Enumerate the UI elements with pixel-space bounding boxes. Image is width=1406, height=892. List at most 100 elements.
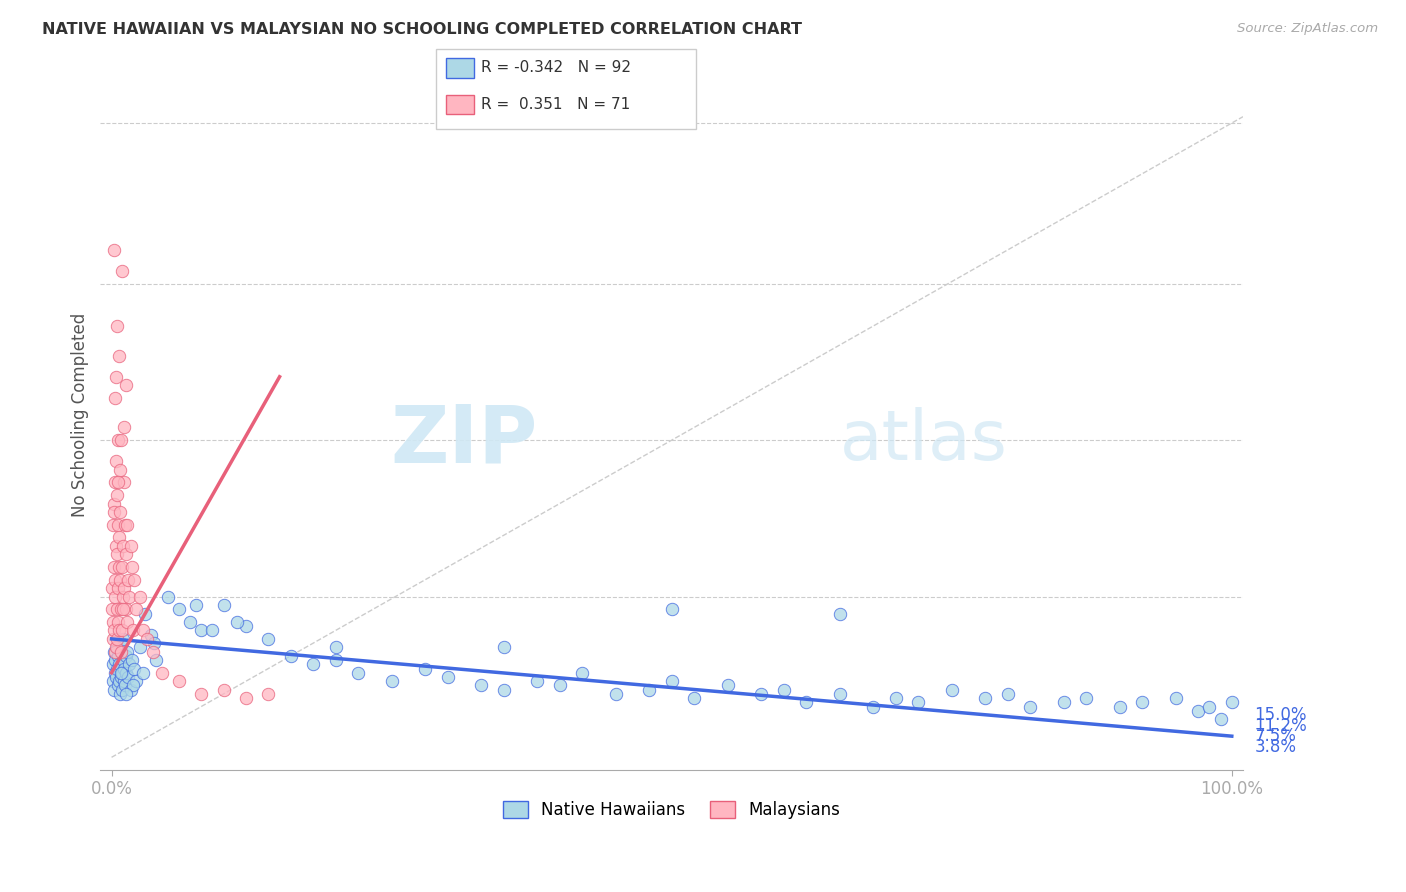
Point (110, 602, 132, 616)
Point (104, 644, 127, 658)
Point (103, 682, 125, 697)
Point (103, 560, 125, 574)
Text: atlas: atlas (839, 407, 1008, 474)
Point (121, 560, 143, 574)
Point (104, 391, 127, 405)
Point (101, 657, 124, 672)
Point (122, 661, 145, 675)
Point (235, 619, 257, 633)
Point (104, 475, 127, 490)
Point (132, 665, 155, 680)
Point (112, 581, 135, 595)
Point (302, 657, 325, 672)
Point (128, 590, 150, 604)
Point (110, 573, 132, 587)
Point (571, 665, 593, 680)
Point (907, 695, 929, 709)
Point (115, 687, 138, 701)
Point (105, 454, 128, 468)
Point (139, 628, 162, 642)
Point (235, 691, 257, 706)
Point (107, 581, 129, 595)
Point (974, 691, 997, 706)
Point (150, 665, 173, 680)
Point (142, 644, 165, 658)
Point (794, 695, 817, 709)
Point (884, 691, 907, 706)
Point (103, 497, 125, 511)
Point (749, 687, 772, 701)
Point (108, 505, 131, 519)
Point (112, 674, 135, 689)
Point (104, 573, 127, 587)
Point (347, 665, 370, 680)
Point (104, 653, 127, 667)
Point (107, 517, 129, 532)
Point (118, 657, 141, 672)
Text: NATIVE HAWAIIAN VS MALAYSIAN NO SCHOOLING COMPLETED CORRELATION CHART: NATIVE HAWAIIAN VS MALAYSIAN NO SCHOOLIN… (42, 22, 803, 37)
Point (212, 598, 235, 612)
Point (201, 624, 224, 638)
Point (105, 670, 128, 684)
Point (121, 624, 143, 638)
Point (120, 539, 142, 553)
Point (121, 678, 143, 692)
Point (145, 653, 167, 667)
Point (1130, 695, 1153, 709)
Point (108, 349, 131, 363)
Point (107, 615, 129, 629)
Point (1053, 695, 1076, 709)
Point (114, 475, 136, 490)
Point (105, 547, 128, 561)
Point (125, 674, 148, 689)
Point (184, 598, 207, 612)
Point (101, 581, 124, 595)
Point (115, 517, 138, 532)
Point (105, 488, 128, 502)
Point (103, 243, 125, 257)
Point (110, 433, 132, 447)
Text: 3.8%: 3.8% (1254, 738, 1296, 756)
Point (107, 678, 129, 692)
Point (111, 682, 134, 697)
Point (108, 624, 131, 638)
Point (605, 687, 627, 701)
Point (120, 682, 142, 697)
Point (107, 648, 129, 663)
Point (179, 615, 201, 629)
Legend: Native Hawaiians, Malaysians: Native Hawaiians, Malaysians (496, 794, 848, 826)
Point (115, 378, 138, 392)
Point (862, 699, 884, 714)
Point (143, 636, 166, 650)
Point (104, 539, 127, 553)
Point (121, 653, 143, 667)
Point (112, 420, 135, 434)
Point (212, 682, 235, 697)
Point (118, 590, 141, 604)
Text: R =  0.351   N = 71: R = 0.351 N = 71 (481, 97, 630, 112)
Point (325, 640, 347, 655)
Point (257, 632, 280, 646)
Point (103, 615, 125, 629)
Point (156, 590, 179, 604)
Point (436, 670, 458, 684)
Point (112, 632, 135, 646)
Point (115, 615, 138, 629)
Text: R = -0.342   N = 92: R = -0.342 N = 92 (481, 61, 631, 75)
Point (772, 682, 794, 697)
Point (101, 602, 124, 616)
Point (136, 632, 159, 646)
Point (111, 624, 134, 638)
Point (108, 687, 131, 701)
Point (115, 665, 138, 680)
Point (526, 674, 548, 689)
Point (111, 653, 134, 667)
Point (1198, 699, 1220, 714)
Y-axis label: No Schooling Completed: No Schooling Completed (72, 313, 89, 517)
Point (114, 602, 136, 616)
Point (226, 615, 249, 629)
Point (108, 674, 131, 689)
Point (110, 665, 132, 680)
Point (190, 624, 212, 638)
Point (132, 624, 155, 638)
